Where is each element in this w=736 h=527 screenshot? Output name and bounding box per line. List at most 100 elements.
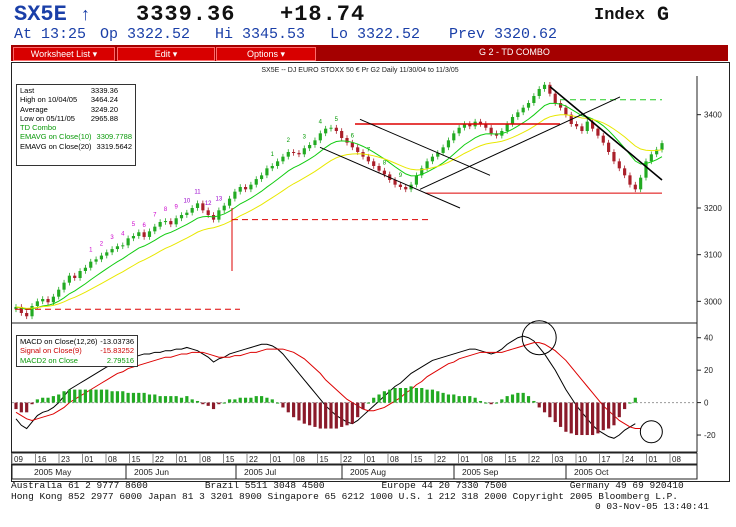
- macd-histogram-bar: [105, 389, 109, 403]
- candle-body: [67, 275, 71, 283]
- macd-histogram-bar: [259, 396, 264, 403]
- candle-body: [185, 212, 189, 215]
- macd-histogram-bar: [73, 389, 77, 403]
- candle-body: [623, 168, 627, 176]
- net-change: +18.74: [280, 2, 366, 27]
- td-count-label: 5: [335, 117, 339, 123]
- footer-timestamp: 0 03-Nov-05 13:40:41: [594, 501, 709, 512]
- macd-histogram-bar: [62, 391, 66, 403]
- macd-histogram-bar: [292, 402, 296, 418]
- macd-histogram-bar: [345, 402, 349, 426]
- candle-body: [169, 221, 173, 225]
- day-tick-label: 08: [390, 455, 399, 464]
- macd-histogram-bar: [249, 397, 253, 403]
- candle-body: [201, 203, 205, 211]
- macd-histogram-bar: [398, 388, 402, 403]
- macd-histogram-bar: [452, 394, 456, 403]
- macd-histogram-bar: [623, 402, 627, 410]
- macd-histogram-bar: [121, 391, 125, 403]
- day-tick-label: 22: [155, 455, 164, 464]
- candle-body: [340, 131, 344, 138]
- macd-histogram-bar: [195, 400, 200, 403]
- month-axis-strip: [11, 464, 698, 480]
- month-label: 2005 Jul: [244, 467, 276, 477]
- macd-histogram-bar: [430, 389, 435, 403]
- macd-histogram-bar: [276, 402, 280, 404]
- macd-histogram-bar: [558, 402, 563, 427]
- td-count-label: 7: [153, 213, 157, 219]
- macd-histogram-bar: [446, 394, 451, 403]
- td-count-label: 12: [205, 201, 212, 207]
- options-menu[interactable]: Options ▾: [216, 47, 316, 61]
- edit-menu[interactable]: Edit ▾: [117, 47, 215, 61]
- macd-histogram-bar: [324, 402, 328, 429]
- candle-body: [393, 180, 397, 185]
- candle-body: [398, 184, 402, 187]
- candle-body: [302, 148, 306, 155]
- macd-histogram-bar: [473, 397, 477, 403]
- candle-body: [126, 238, 130, 246]
- low-label: Lo 3322.52: [330, 26, 421, 43]
- candle-body: [41, 299, 45, 302]
- candle-body: [243, 187, 248, 190]
- macd-histogram-bar: [617, 402, 621, 418]
- candle-body: [574, 124, 579, 127]
- macd-histogram-bar: [633, 397, 637, 403]
- uptick-arrow-icon: ↑: [80, 6, 91, 26]
- channel-line: [319, 146, 461, 209]
- macd-histogram-bar: [340, 402, 344, 427]
- candle-body: [195, 203, 200, 208]
- macd-histogram-bar: [46, 397, 50, 403]
- candle-body: [206, 210, 210, 215]
- day-tick-label: 10: [578, 455, 587, 464]
- month-label: 2005 Sep: [462, 467, 499, 477]
- candle-body: [131, 236, 136, 239]
- candle-body: [430, 156, 435, 162]
- candle-body: [457, 127, 461, 134]
- candle-body: [436, 152, 440, 157]
- macd-histogram-bar: [601, 402, 605, 431]
- macd-tick-label: -20: [704, 431, 716, 440]
- candle-body: [62, 282, 66, 290]
- candle-body: [601, 135, 605, 143]
- price-tick-label: 3000: [704, 297, 722, 306]
- security-type: Index: [594, 6, 646, 25]
- ticker-symbol: SX5E ↑: [14, 2, 91, 27]
- macd-histogram-bar: [393, 388, 397, 403]
- macd-histogram-bar: [425, 389, 429, 403]
- candle-body: [142, 232, 146, 237]
- candle-body: [345, 138, 349, 143]
- candle-body: [580, 126, 584, 131]
- day-tick-label: 08: [108, 455, 117, 464]
- candle-body: [121, 245, 125, 247]
- macd-histogram-bar: [83, 389, 87, 403]
- candle-body: [227, 198, 232, 206]
- dropdown-arrow-icon: ▾: [92, 49, 98, 59]
- prev-label: Prev 3320.62: [449, 26, 558, 43]
- uptrend-line: [419, 96, 621, 190]
- candle-body: [489, 127, 493, 134]
- candle-body: [73, 275, 77, 278]
- day-tick-label: 01: [273, 455, 282, 464]
- macd-histogram-bar: [591, 402, 595, 436]
- macd-histogram-bar: [521, 392, 525, 403]
- macd-histogram-bar: [217, 402, 221, 405]
- macd-histogram-bar: [318, 402, 322, 429]
- footer-contacts: Australia 61 2 9777 8600 Brazil 5511 304…: [11, 480, 731, 513]
- macd-histogram-bar: [158, 396, 162, 403]
- candle-body: [158, 222, 162, 227]
- dropdown-arrow-icon: ▾: [172, 49, 178, 59]
- worksheet-list-menu[interactable]: Worksheet List ▾: [13, 47, 115, 61]
- candle-body: [318, 133, 322, 141]
- ema10-line: [15, 102, 663, 311]
- day-tick-label: 01: [179, 455, 188, 464]
- macd-histogram-bar: [302, 402, 306, 424]
- td-count-label: 9: [399, 173, 403, 179]
- candle-body: [14, 306, 18, 310]
- macd-histogram-bar: [516, 392, 520, 403]
- candle-body: [377, 166, 381, 171]
- signal-line: [15, 342, 641, 430]
- macd-histogram-bar: [612, 402, 616, 426]
- open-label: Op 3322.52: [100, 26, 191, 43]
